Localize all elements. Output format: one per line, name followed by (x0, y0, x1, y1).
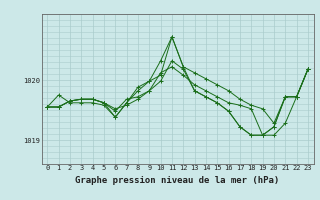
X-axis label: Graphe pression niveau de la mer (hPa): Graphe pression niveau de la mer (hPa) (76, 176, 280, 185)
